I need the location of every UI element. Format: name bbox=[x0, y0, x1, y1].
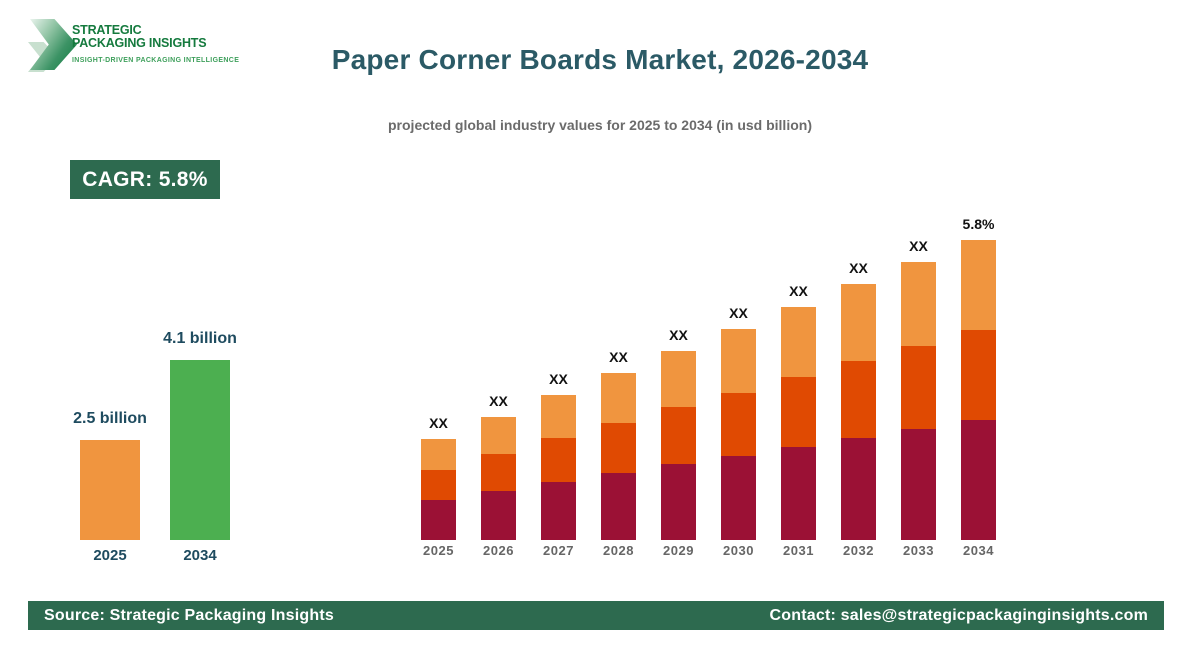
segment-top-2034 bbox=[961, 240, 996, 330]
stacked-bar-2029 bbox=[661, 351, 696, 540]
footer-source: Source: Strategic Packaging Insights bbox=[44, 606, 334, 624]
segment-bottom-2032 bbox=[841, 438, 876, 540]
axis-label-2030: 2030 bbox=[723, 543, 754, 558]
stacked-bar-2025 bbox=[421, 439, 456, 540]
logo: STRATEGIC PACKAGING INSIGHTS INSIGHT-DRI… bbox=[72, 23, 240, 65]
segment-middle-2027 bbox=[541, 438, 576, 482]
logo-tagline: INSIGHT-DRIVEN PACKAGING INTELLIGENCE bbox=[72, 57, 240, 64]
segment-middle-2028 bbox=[601, 423, 636, 473]
stacked-bar-2027 bbox=[541, 395, 576, 540]
bar-value-label-2030: XX bbox=[729, 305, 748, 321]
bar-value-label-2032: XX bbox=[849, 260, 868, 276]
summary-value-label-2025: 2.5 billion bbox=[73, 410, 147, 427]
segment-top-2029 bbox=[661, 351, 696, 407]
segment-middle-2031 bbox=[781, 377, 816, 447]
segment-top-2033 bbox=[901, 262, 936, 346]
bar-value-label-2025: XX bbox=[429, 415, 448, 431]
bar-value-label-2034: 5.8% bbox=[962, 216, 995, 232]
stacked-bar-2033 bbox=[901, 262, 936, 540]
segment-bottom-2030 bbox=[721, 456, 756, 540]
axis-label-2029: 2029 bbox=[663, 543, 694, 558]
summary-axis-label-2025: 2025 bbox=[93, 547, 127, 564]
summary-value-label-2034: 4.1 billion bbox=[163, 330, 237, 347]
logo-name-line1: STRATEGIC bbox=[72, 23, 142, 37]
bar-value-label-2028: XX bbox=[609, 349, 628, 365]
axis-label-2028: 2028 bbox=[603, 543, 634, 558]
segment-bottom-2028 bbox=[601, 473, 636, 540]
stacked-bar-2031 bbox=[781, 307, 816, 540]
segment-middle-2025 bbox=[421, 470, 456, 500]
stacked-bar-2032 bbox=[841, 284, 876, 540]
footer-bar: Source: Strategic Packaging Insights Con… bbox=[28, 601, 1164, 630]
axis-label-2026: 2026 bbox=[483, 543, 514, 558]
segment-top-2032 bbox=[841, 284, 876, 361]
segment-bottom-2034 bbox=[961, 420, 996, 540]
segment-bottom-2031 bbox=[781, 447, 816, 540]
segment-bottom-2026 bbox=[481, 491, 516, 540]
axis-label-2033: 2033 bbox=[903, 543, 934, 558]
summary-axis-label-2034: 2034 bbox=[183, 547, 217, 564]
cagr-badge: CAGR: 5.8% bbox=[70, 160, 220, 199]
page-subtitle: projected global industry values for 202… bbox=[388, 117, 812, 133]
axis-label-2027: 2027 bbox=[543, 543, 574, 558]
segment-middle-2034 bbox=[961, 330, 996, 420]
segment-middle-2026 bbox=[481, 454, 516, 491]
bar-value-label-2029: XX bbox=[669, 327, 688, 343]
segment-bottom-2033 bbox=[901, 429, 936, 540]
bar-value-label-2033: XX bbox=[909, 238, 928, 254]
summary-bar-2034 bbox=[170, 360, 230, 540]
segment-bottom-2025 bbox=[421, 500, 456, 540]
segment-middle-2033 bbox=[901, 346, 936, 429]
bar-value-label-2031: XX bbox=[789, 283, 808, 299]
segment-bottom-2027 bbox=[541, 482, 576, 540]
segment-top-2028 bbox=[601, 373, 636, 423]
segment-middle-2030 bbox=[721, 393, 756, 456]
segment-top-2025 bbox=[421, 439, 456, 470]
segment-top-2030 bbox=[721, 329, 756, 393]
segment-middle-2029 bbox=[661, 407, 696, 464]
axis-label-2025: 2025 bbox=[423, 543, 454, 558]
bar-value-label-2027: XX bbox=[549, 371, 568, 387]
page-title: Paper Corner Boards Market, 2026-2034 bbox=[331, 44, 869, 75]
axis-label-2031: 2031 bbox=[783, 543, 814, 558]
footer-contact: Contact: sales@strategicpackaginginsight… bbox=[769, 606, 1148, 624]
stacked-bar-2026 bbox=[481, 417, 516, 540]
stacked-bar-2034 bbox=[961, 240, 996, 540]
segment-top-2031 bbox=[781, 307, 816, 377]
logo-name-line2: PACKAGING INSIGHTS bbox=[72, 36, 207, 50]
summary-bar-2025 bbox=[80, 440, 140, 540]
stacked-bar-2028 bbox=[601, 373, 636, 540]
axis-label-2032: 2032 bbox=[843, 543, 874, 558]
segment-middle-2032 bbox=[841, 361, 876, 438]
segment-top-2026 bbox=[481, 417, 516, 454]
stacked-bar-2030 bbox=[721, 329, 756, 540]
segment-top-2027 bbox=[541, 395, 576, 438]
axis-label-2034: 2034 bbox=[963, 543, 994, 558]
segment-bottom-2029 bbox=[661, 464, 696, 540]
bar-value-label-2026: XX bbox=[489, 393, 508, 409]
